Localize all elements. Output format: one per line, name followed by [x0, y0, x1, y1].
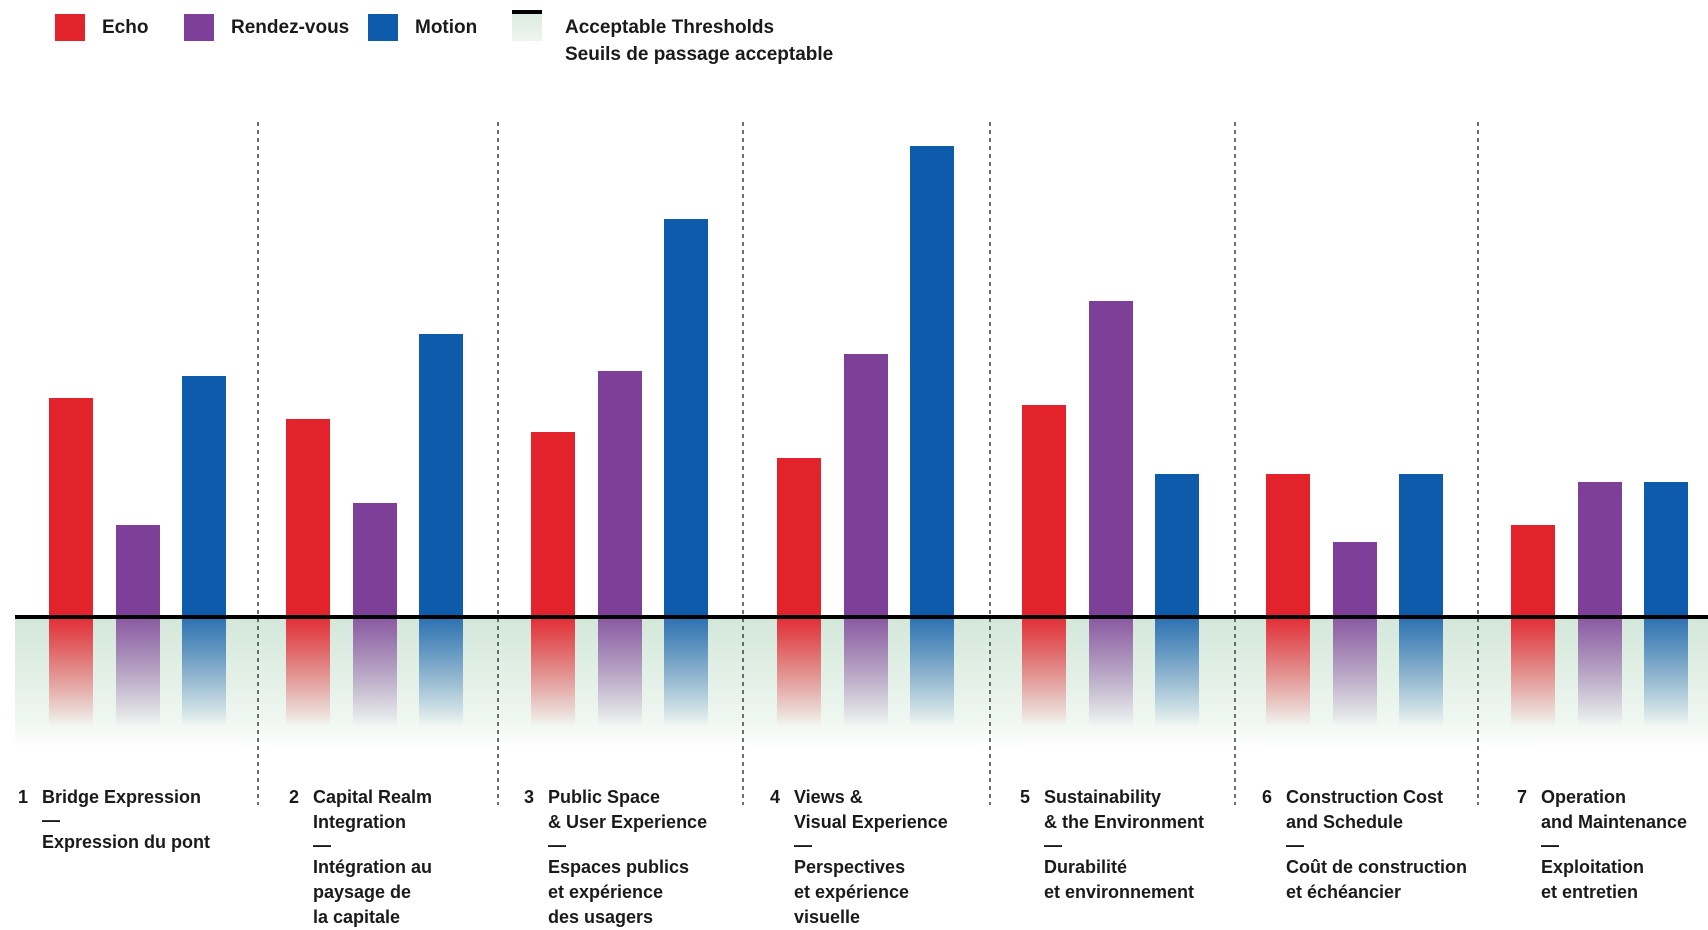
bar-echo-1	[49, 398, 93, 617]
legend-label-rendez-vous: Rendez-vous	[231, 17, 350, 38]
bar-rendez-vous-2	[353, 503, 397, 617]
category-title-fr: Exploitation et entretien	[1541, 857, 1644, 902]
bar-fade-rendez-vous-2	[353, 617, 397, 727]
bar-motion-4	[910, 146, 954, 617]
legend: Echo Rendez-vous Motion Acceptable Thres…	[0, 10, 1708, 72]
category-dash: —	[794, 835, 812, 855]
bar-motion-3	[664, 219, 708, 617]
bar-echo-5	[1022, 405, 1066, 617]
bar-fade-echo-3	[531, 617, 575, 727]
bar-fade-rendez-vous-5	[1089, 617, 1133, 727]
category-dash: —	[313, 835, 331, 855]
legend-swatch-echo	[55, 14, 85, 41]
category-number: 4	[770, 787, 781, 807]
category-dash: —	[1541, 835, 1559, 855]
legend-label-echo: Echo	[102, 17, 149, 38]
bar-fade-rendez-vous-1	[116, 617, 160, 727]
category-title-en: Bridge Expression	[42, 787, 202, 807]
category-title-fr: Perspectives et expérience visuelle	[794, 857, 910, 927]
bar-rendez-vous-5	[1089, 301, 1133, 617]
category-dash: —	[548, 835, 566, 855]
bar-fade-motion-7	[1644, 617, 1688, 727]
category-label-6: 6 Construction Cost and Schedule — Coût …	[1262, 785, 1467, 905]
bar-motion-7	[1644, 482, 1688, 617]
legend-item-rendez-vous: Rendez-vous	[184, 14, 349, 41]
bar-motion-5	[1155, 474, 1199, 617]
legend-swatch-threshold	[512, 10, 542, 41]
category-label-2: 2 Capital Realm Integration — Intégratio…	[289, 785, 433, 930]
bar-fade-echo-6	[1266, 617, 1310, 727]
legend-swatch-rendez-vous	[184, 14, 214, 41]
bar-fade-rendez-vous-4	[844, 617, 888, 727]
bar-echo-2	[286, 419, 330, 617]
bar-fade-echo-4	[777, 617, 821, 727]
bar-fade-rendez-vous-6	[1333, 617, 1377, 727]
category-title-en: Views & Visual Experience	[794, 787, 948, 832]
legend-label-motion: Motion	[415, 17, 478, 38]
bar-fade-motion-4	[910, 617, 954, 727]
bar-rendez-vous-6	[1333, 542, 1377, 617]
category-title-en: Sustainability & the Environment	[1044, 787, 1205, 832]
bar-rendez-vous-7	[1578, 482, 1622, 617]
bar-fade-motion-3	[664, 617, 708, 727]
threshold-label-en: Acceptable Thresholds	[565, 17, 775, 38]
category-number: 1	[18, 787, 29, 807]
bar-fade-echo-5	[1022, 617, 1066, 727]
category-title-en: Public Space & User Experience	[548, 787, 708, 832]
category-dash: —	[42, 810, 60, 830]
legend-label-threshold: Acceptable Thresholds Seuils de passage …	[565, 14, 833, 68]
category-title-en: Capital Realm Integration	[313, 787, 433, 832]
bar-fade-motion-6	[1399, 617, 1443, 727]
category-label-3: 3 Public Space & User Experience — Espac…	[524, 785, 708, 930]
category-number: 3	[524, 787, 535, 807]
bar-motion-6	[1399, 474, 1443, 617]
category-title-fr: Espaces publics et expérience des usager…	[548, 857, 690, 927]
bar-rendez-vous-1	[116, 525, 160, 617]
category-number: 2	[289, 787, 300, 807]
category-title-fr: Intégration au paysage de la capitale	[313, 857, 433, 927]
threshold-label-fr: Seuils de passage acceptable	[565, 44, 834, 65]
bar-fade-motion-2	[419, 617, 463, 727]
bar-echo-4	[777, 458, 821, 617]
bar-echo-6	[1266, 474, 1310, 617]
bar-fade-rendez-vous-7	[1578, 617, 1622, 727]
category-dash: —	[1286, 835, 1304, 855]
bar-motion-1	[182, 376, 226, 617]
category-title-en: Operation and Maintenance	[1541, 787, 1688, 832]
category-title-fr: Coût de construction et échéancier	[1286, 857, 1467, 902]
category-number: 6	[1262, 787, 1273, 807]
category-dash: —	[1044, 835, 1062, 855]
category-title-fr: Expression du pont	[42, 832, 211, 852]
category-label-4: 4 Views & Visual Experience — Perspectiv…	[770, 785, 948, 930]
category-title-en: Construction Cost and Schedule	[1286, 787, 1443, 832]
bar-fade-motion-5	[1155, 617, 1199, 727]
category-label-7: 7 Operation and Maintenance — Exploitati…	[1517, 785, 1688, 905]
bar-fade-echo-7	[1511, 617, 1555, 727]
legend-item-echo: Echo	[55, 14, 148, 41]
bar-fade-echo-2	[286, 617, 330, 727]
bar-fade-rendez-vous-3	[598, 617, 642, 727]
bar-echo-7	[1511, 525, 1555, 617]
bar-fade-motion-1	[182, 617, 226, 727]
bar-fade-echo-1	[49, 617, 93, 727]
bar-rendez-vous-4	[844, 354, 888, 617]
category-number: 5	[1020, 787, 1031, 807]
category-label-5: 5 Sustainability & the Environment — Dur…	[1020, 785, 1205, 905]
bar-echo-3	[531, 432, 575, 617]
bar-rendez-vous-3	[598, 371, 642, 617]
category-title-fr: Durabilité et environnement	[1044, 857, 1195, 902]
category-label-1: 1 Bridge Expression — Expression du pont	[18, 785, 211, 855]
category-number: 7	[1517, 787, 1528, 807]
bar-motion-2	[419, 334, 463, 617]
legend-swatch-motion	[368, 14, 398, 41]
legend-item-motion: Motion	[368, 14, 477, 41]
